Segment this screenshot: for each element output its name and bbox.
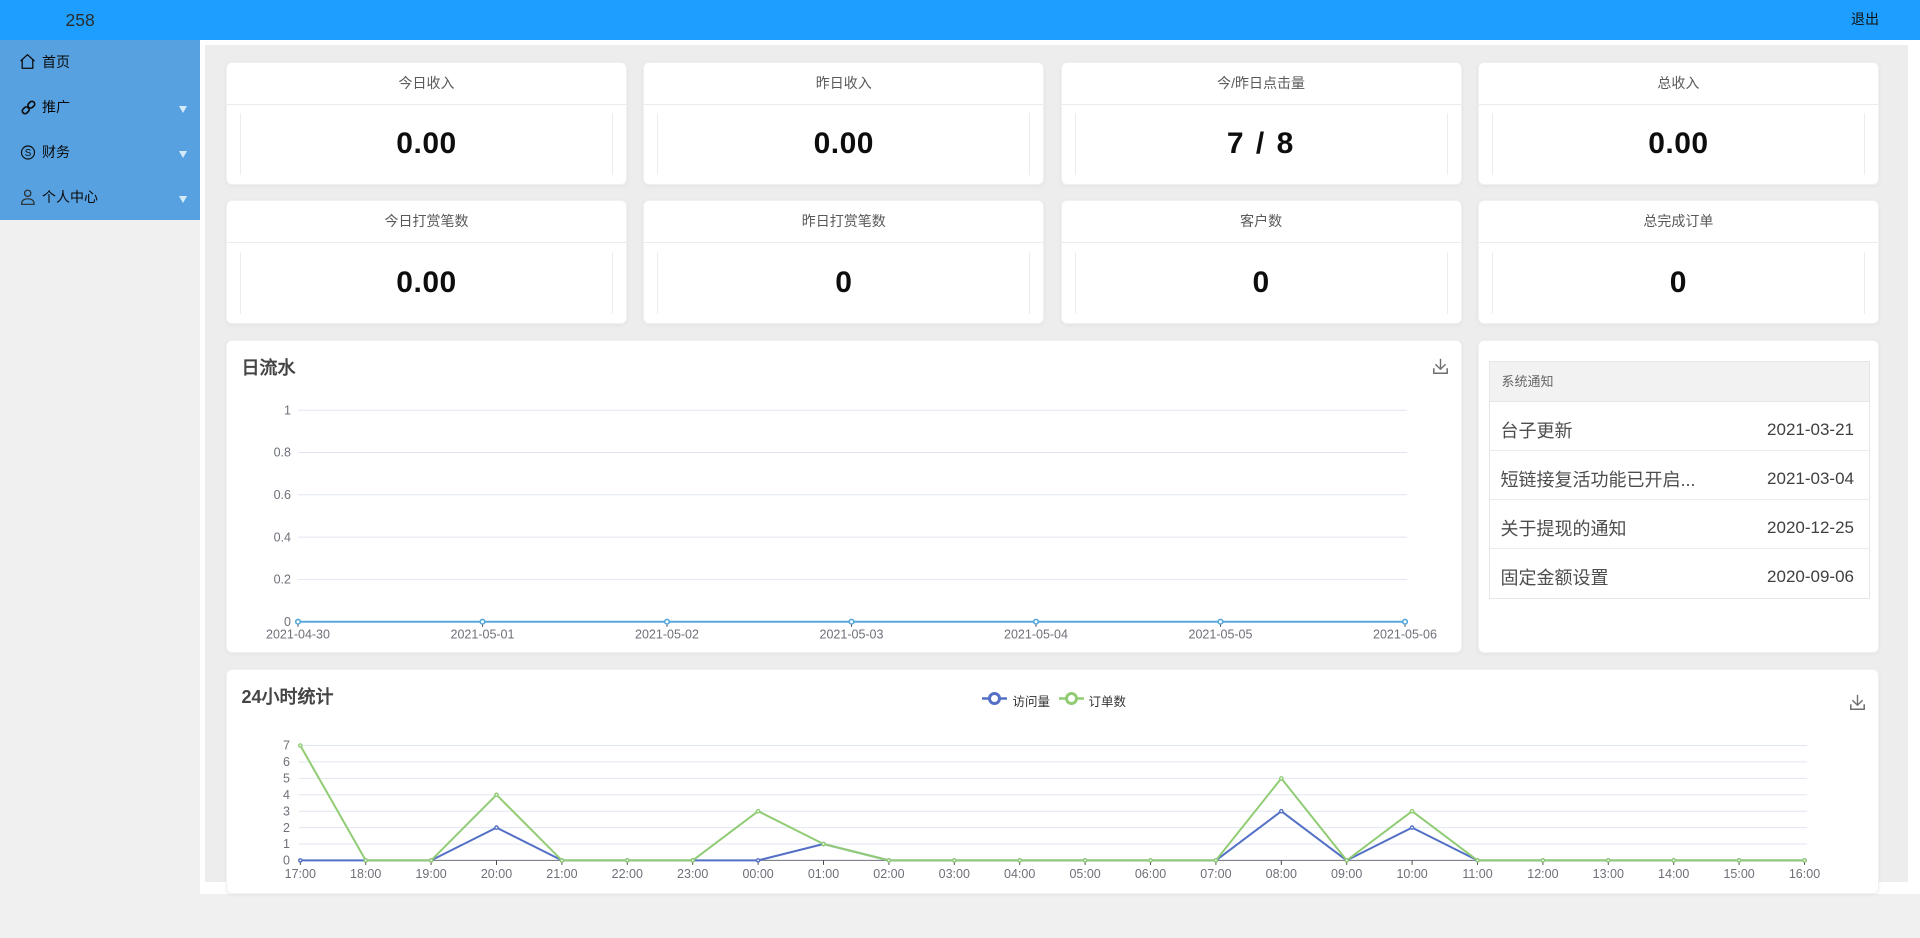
svg-text:1: 1 bbox=[284, 403, 291, 417]
svg-text:15:00: 15:00 bbox=[1723, 867, 1754, 881]
svg-text:03:00: 03:00 bbox=[938, 867, 969, 881]
svg-text:10:00: 10:00 bbox=[1396, 867, 1427, 881]
svg-text:0.6: 0.6 bbox=[273, 488, 290, 502]
svg-text:00:00: 00:00 bbox=[742, 867, 773, 881]
svg-text:12:00: 12:00 bbox=[1527, 867, 1558, 881]
svg-text:2021-04-30: 2021-04-30 bbox=[266, 628, 330, 642]
svg-text:2021-05-04: 2021-05-04 bbox=[1004, 628, 1068, 642]
svg-text:11:00: 11:00 bbox=[1462, 867, 1492, 881]
svg-text:06:00: 06:00 bbox=[1134, 867, 1165, 881]
svg-text:7: 7 bbox=[283, 738, 290, 752]
svg-text:04:00: 04:00 bbox=[1004, 867, 1035, 881]
svg-text:1: 1 bbox=[283, 837, 290, 851]
svg-text:2021-05-03: 2021-05-03 bbox=[819, 628, 883, 642]
svg-text:07:00: 07:00 bbox=[1200, 867, 1231, 881]
svg-text:4: 4 bbox=[283, 788, 290, 802]
svg-text:20:00: 20:00 bbox=[480, 867, 511, 881]
svg-text:3: 3 bbox=[283, 804, 290, 818]
svg-text:2021-05-01: 2021-05-01 bbox=[450, 628, 514, 642]
svg-text:0: 0 bbox=[283, 853, 290, 867]
svg-text:14:00: 14:00 bbox=[1658, 867, 1689, 881]
svg-text:S: S bbox=[25, 148, 32, 159]
svg-text:0.8: 0.8 bbox=[273, 446, 290, 460]
svg-text:0.2: 0.2 bbox=[273, 573, 290, 587]
svg-text:5: 5 bbox=[283, 771, 290, 785]
svg-text:0.4: 0.4 bbox=[273, 530, 290, 544]
svg-text:18:00: 18:00 bbox=[350, 867, 381, 881]
svg-text:05:00: 05:00 bbox=[1069, 867, 1100, 881]
svg-text:09:00: 09:00 bbox=[1331, 867, 1362, 881]
svg-text:17:00: 17:00 bbox=[284, 867, 315, 881]
svg-text:08:00: 08:00 bbox=[1265, 867, 1296, 881]
svg-text:13:00: 13:00 bbox=[1592, 867, 1623, 881]
svg-text:0: 0 bbox=[284, 615, 291, 629]
svg-text:6: 6 bbox=[283, 755, 290, 769]
svg-text:2021-05-05: 2021-05-05 bbox=[1188, 628, 1252, 642]
svg-text:21:00: 21:00 bbox=[546, 867, 577, 881]
svg-text:2: 2 bbox=[283, 820, 290, 834]
svg-text:23:00: 23:00 bbox=[677, 867, 708, 881]
svg-text:22:00: 22:00 bbox=[611, 867, 642, 881]
svg-text:16:00: 16:00 bbox=[1788, 867, 1819, 881]
svg-text:02:00: 02:00 bbox=[873, 867, 904, 881]
svg-text:01:00: 01:00 bbox=[807, 867, 838, 881]
svg-text:2021-05-06: 2021-05-06 bbox=[1373, 628, 1437, 642]
svg-text:19:00: 19:00 bbox=[415, 867, 446, 881]
svg-text:2021-05-02: 2021-05-02 bbox=[635, 628, 699, 642]
